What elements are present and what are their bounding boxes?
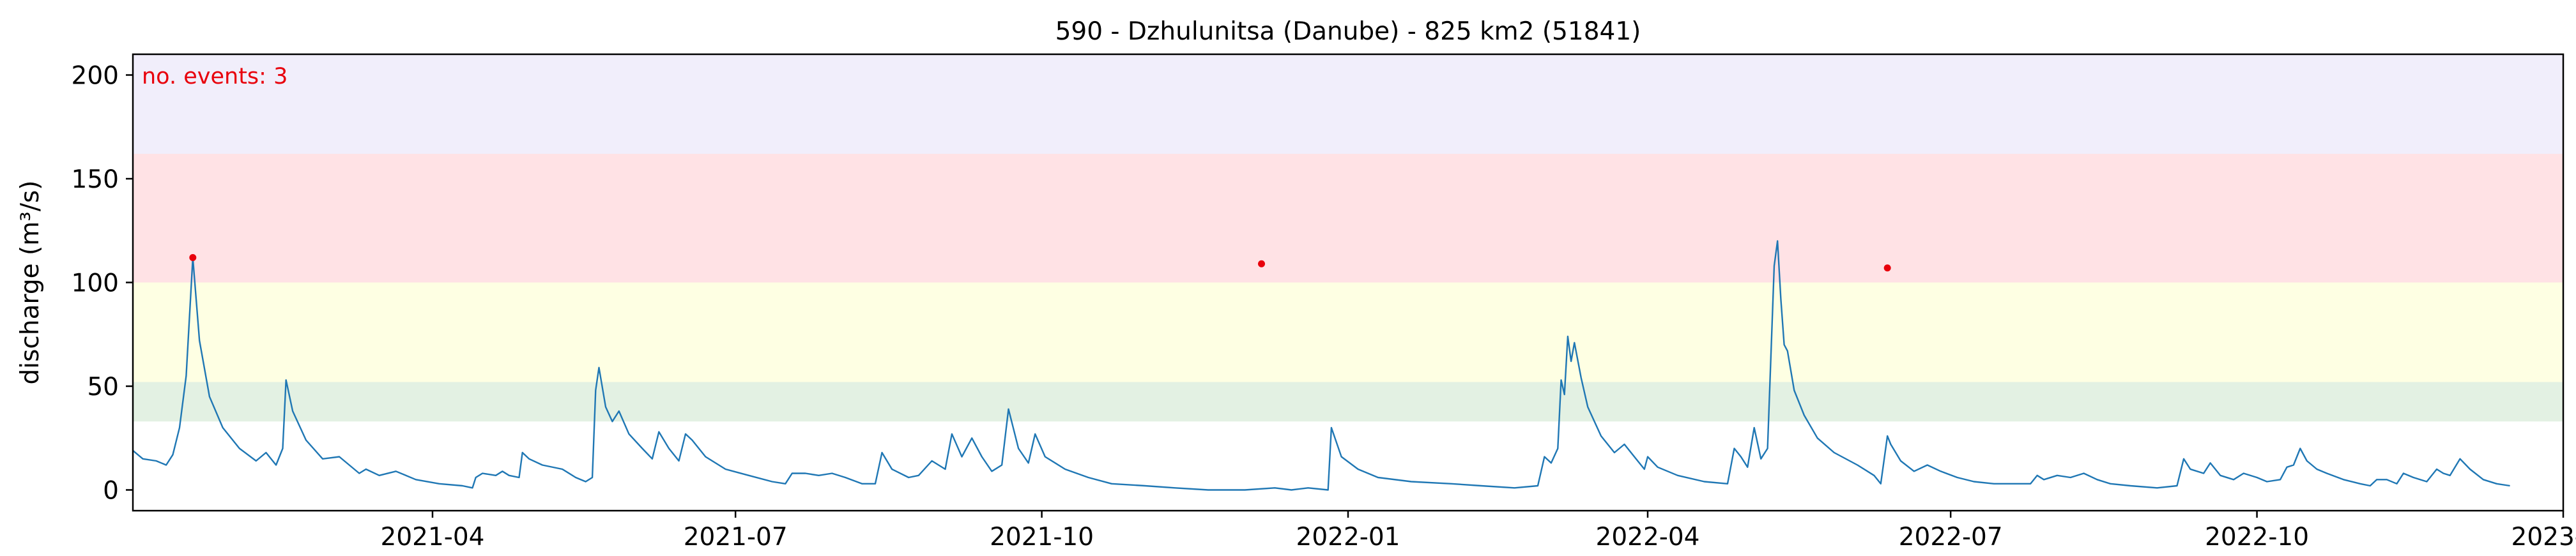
x-tick-label: 2022-04: [1596, 523, 1700, 552]
x-tick-label: 2021-04: [381, 523, 485, 552]
y-tick-label: 100: [72, 269, 119, 298]
y-axis-ticks: 0 50 100 150 200: [72, 62, 133, 506]
y-tick-label: 0: [103, 477, 119, 506]
event-markers: [189, 254, 1891, 272]
y-tick-label: 200: [72, 62, 119, 91]
threshold-band-3: [133, 54, 2563, 154]
y-tick-label: 150: [72, 165, 119, 194]
event-marker-0: [189, 254, 197, 261]
threshold-bands: [133, 54, 2563, 422]
threshold-band-1: [133, 282, 2563, 382]
x-tick-label: 2022-10: [2205, 523, 2309, 552]
threshold-band-0: [133, 382, 2563, 422]
x-tick-label: 2021-10: [990, 523, 1094, 552]
x-tick-label: 2023-01: [2511, 523, 2576, 552]
x-tick-label: 2022-07: [1899, 523, 2003, 552]
x-tick-label: 2022-01: [1296, 523, 1400, 552]
event-count-annotation: no. events: 3: [142, 64, 288, 89]
x-tick-label: 2021-07: [684, 523, 788, 552]
discharge-series-line: [132, 240, 2510, 491]
x-axis-ticks: 2021-04 2021-07 2021-10 2022-01 2022-04 2022-…: [381, 511, 2576, 552]
threshold-band-2: [133, 154, 2563, 283]
event-marker-1: [1258, 260, 1266, 267]
series-layer: [132, 240, 2510, 491]
y-tick-label: 50: [87, 373, 119, 402]
y-axis-label: discharge (m³/s): [16, 181, 45, 385]
chart-title: 590 - Dzhulunitsa (Danube) - 825 km2 (51…: [1055, 17, 1641, 46]
event-marker-2: [1883, 264, 1891, 272]
